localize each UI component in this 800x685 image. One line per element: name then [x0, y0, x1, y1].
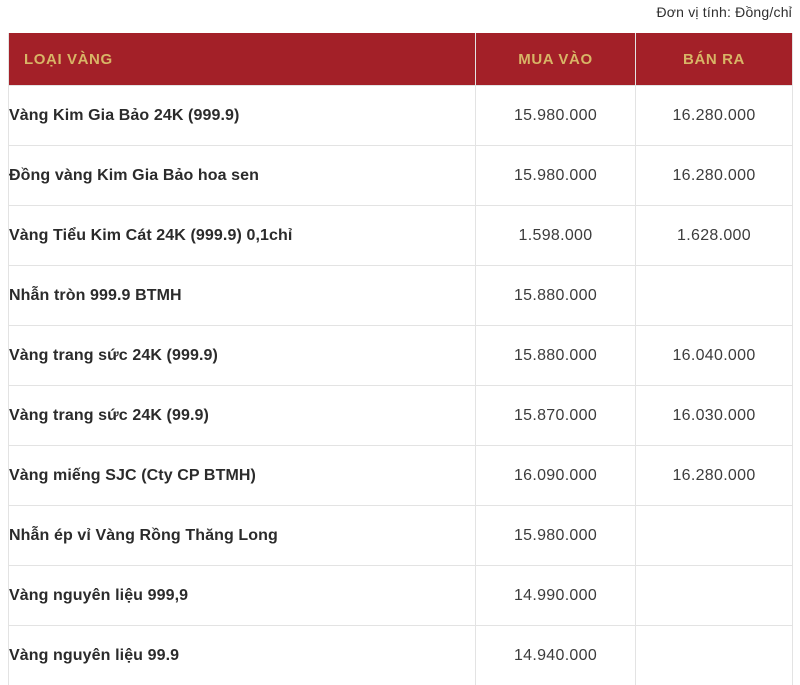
- gold-type-cell: Vàng trang sức 24K (99.9): [8, 385, 476, 446]
- table-row: Vàng nguyên liệu 99.9 14.940.000: [8, 625, 793, 685]
- sell-price-cell: 16.030.000: [635, 385, 793, 446]
- table-row: Đồng vàng Kim Gia Bảo hoa sen 15.980.000…: [8, 145, 793, 206]
- gold-type-cell: Vàng Tiểu Kim Cát 24K (999.9) 0,1chỉ: [8, 205, 476, 266]
- table-header: LOẠI VÀNG MUA VÀO BÁN RA: [8, 33, 793, 86]
- column-header-ban-ra: BÁN RA: [635, 33, 793, 86]
- sell-price-cell: [635, 505, 793, 566]
- buy-price-cell: 15.880.000: [475, 265, 636, 326]
- gold-type-cell: Vàng nguyên liệu 99.9: [8, 625, 476, 685]
- gold-type-cell: Vàng miếng SJC (Cty CP BTMH): [8, 445, 476, 506]
- buy-price-cell: 15.980.000: [475, 505, 636, 566]
- gold-price-table: LOẠI VÀNG MUA VÀO BÁN RA Vàng Kim Gia Bả…: [8, 33, 793, 685]
- sell-price-cell: 1.628.000: [635, 205, 793, 266]
- gold-type-cell: Vàng Kim Gia Bảo 24K (999.9): [8, 85, 476, 146]
- table-row: Vàng trang sức 24K (999.9) 15.880.000 16…: [8, 325, 793, 386]
- sell-price-cell: 16.280.000: [635, 445, 793, 506]
- table-row: Vàng Tiểu Kim Cát 24K (999.9) 0,1chỉ 1.5…: [8, 205, 793, 266]
- buy-price-cell: 15.880.000: [475, 325, 636, 386]
- gold-type-cell: Nhẫn ép vỉ Vàng Rồng Thăng Long: [8, 505, 476, 566]
- buy-price-cell: 15.870.000: [475, 385, 636, 446]
- column-header-loai-vang: LOẠI VÀNG: [8, 33, 476, 86]
- gold-type-cell: Đồng vàng Kim Gia Bảo hoa sen: [8, 145, 476, 206]
- gold-type-cell: Vàng trang sức 24K (999.9): [8, 325, 476, 386]
- gold-type-cell: Nhẫn tròn 999.9 BTMH: [8, 265, 476, 326]
- table-row: Vàng miếng SJC (Cty CP BTMH) 16.090.000 …: [8, 445, 793, 506]
- table-body: Vàng Kim Gia Bảo 24K (999.9) 15.980.000 …: [8, 85, 793, 685]
- gold-type-cell: Vàng nguyên liệu 999,9: [8, 565, 476, 626]
- sell-price-cell: [635, 565, 793, 626]
- buy-price-cell: 16.090.000: [475, 445, 636, 506]
- table-row: Nhẫn ép vỉ Vàng Rồng Thăng Long 15.980.0…: [8, 505, 793, 566]
- buy-price-cell: 15.980.000: [475, 145, 636, 206]
- buy-price-cell: 1.598.000: [475, 205, 636, 266]
- sell-price-cell: [635, 625, 793, 685]
- sell-price-cell: 16.040.000: [635, 325, 793, 386]
- table-row: Vàng Kim Gia Bảo 24K (999.9) 15.980.000 …: [8, 85, 793, 146]
- buy-price-cell: 14.940.000: [475, 625, 636, 685]
- header-row: LOẠI VÀNG MUA VÀO BÁN RA: [8, 33, 793, 86]
- sell-price-cell: [635, 265, 793, 326]
- sell-price-cell: 16.280.000: [635, 145, 793, 206]
- table-row: Vàng trang sức 24K (99.9) 15.870.000 16.…: [8, 385, 793, 446]
- table-row: Nhẫn tròn 999.9 BTMH 15.880.000: [8, 265, 793, 326]
- buy-price-cell: 15.980.000: [475, 85, 636, 146]
- column-header-mua-vao: MUA VÀO: [475, 33, 636, 86]
- unit-note: Đơn vị tính: Đồng/chỉ: [656, 4, 792, 20]
- table-row: Vàng nguyên liệu 999,9 14.990.000: [8, 565, 793, 626]
- buy-price-cell: 14.990.000: [475, 565, 636, 626]
- sell-price-cell: 16.280.000: [635, 85, 793, 146]
